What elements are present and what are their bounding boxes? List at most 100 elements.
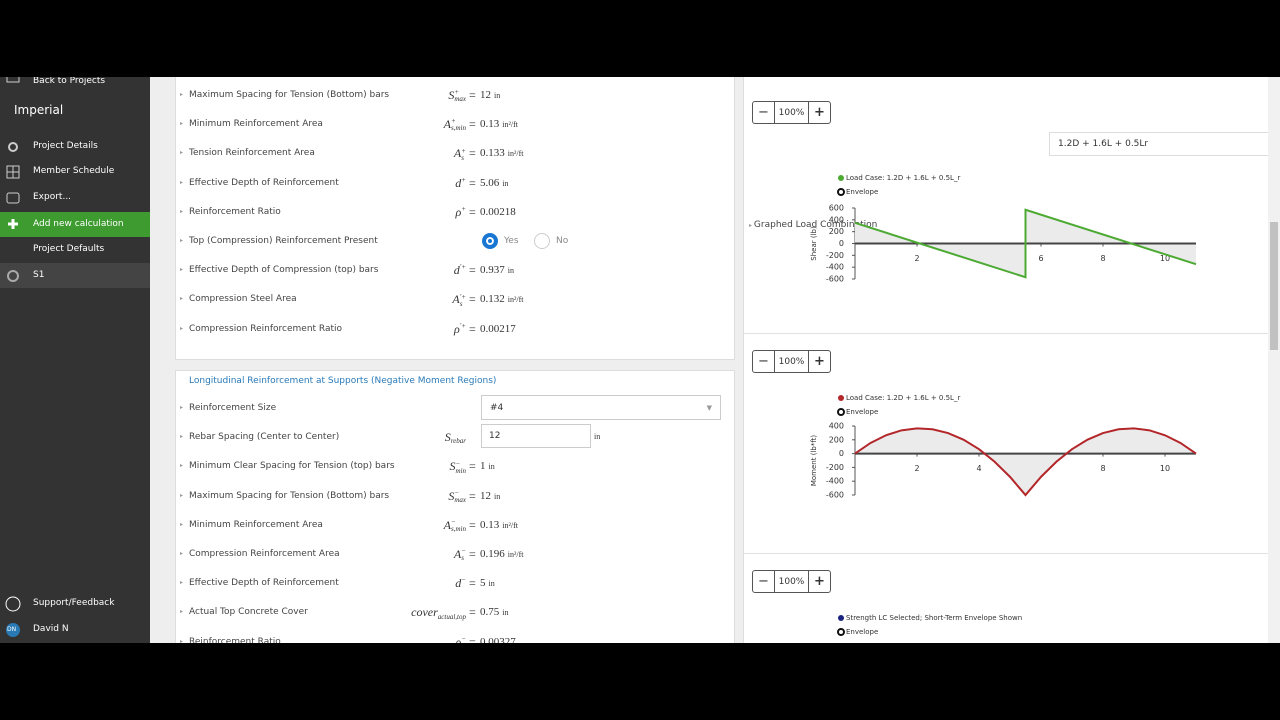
legend-label: Strength LC Selected; Short-Term Envelop… — [846, 614, 1022, 622]
symbol-base: S — [448, 88, 455, 102]
value: 5.06 in — [480, 173, 508, 194]
symbol-scripts: rebar — [451, 431, 466, 445]
form-row: ▸ Minimum Reinforcement Area A + s,min = 0.13 i… — [176, 114, 736, 134]
legend-label: Load Case: 1.2D + 1.6L + 0.5L_r — [846, 394, 960, 402]
scrollbar[interactable] — [1268, 77, 1280, 643]
combo-select[interactable]: 1.2D + 1.6L + 0.5Lr — [1049, 132, 1268, 156]
symbol-base: S — [449, 459, 456, 474]
row-label: Minimum Reinforcement Area — [189, 119, 323, 130]
equals: = — [469, 459, 476, 474]
equals: = — [469, 263, 476, 278]
value-number: 5.06 — [480, 176, 500, 189]
legend-label: Load Case: 1.2D + 1.6L + 0.5L_r — [846, 174, 960, 182]
nav-item[interactable]: Export... — [33, 192, 72, 202]
form-area: ▸ Maximum Spacing for Tension (Bottom) ba… — [150, 77, 743, 643]
value-number: 0.13 — [480, 118, 500, 131]
equals: = — [469, 321, 476, 336]
support-link[interactable]: Support/Feedback — [33, 598, 115, 608]
radio[interactable] — [534, 233, 550, 249]
equals: = — [469, 576, 476, 591]
value-unit: in — [494, 491, 501, 501]
value-unit: in — [502, 178, 509, 188]
value-unit: in²/ft — [507, 295, 524, 305]
symbol-scripts: − — [461, 577, 466, 591]
zoom-in[interactable]: + — [808, 102, 830, 123]
nav-item[interactable]: Add new calculation — [0, 212, 150, 237]
symbol-base: A — [443, 517, 452, 532]
symbol-scripts: + s — [461, 146, 466, 162]
line-series — [854, 427, 1197, 497]
legend-envelope-icon — [837, 188, 845, 196]
symbol-sub: rebar — [450, 437, 466, 446]
scroll-thumb[interactable] — [1270, 222, 1278, 350]
value-number: 5 — [480, 577, 486, 590]
symbol-sup: − — [461, 547, 466, 556]
radio[interactable] — [482, 233, 498, 249]
symbol-scripts: + max — [454, 89, 466, 103]
radio-option[interactable]: No — [534, 231, 568, 251]
caret: ▸ — [180, 266, 184, 274]
member-item[interactable]: S1 — [0, 263, 150, 288]
value: 0.00327 — [480, 632, 516, 643]
y-tick-label: -400 — [826, 477, 844, 486]
symbol-sup: − — [455, 459, 461, 468]
panel-title: Longitudinal Reinforcement at Supports (… — [189, 376, 497, 386]
symbol-sup: + — [461, 146, 466, 155]
combo-label: ▸ Graphed Load Combination — [749, 220, 878, 230]
form-row: ▸ Reinforcement Size #4 ▼ — [176, 395, 736, 420]
zoom-in[interactable]: + — [808, 571, 830, 592]
row-label: Compression Reinforcement Area — [189, 549, 340, 559]
symbol: d − — [455, 573, 466, 593]
form-row: ▸ Top (Compression) Reinforcement Present… — [176, 231, 736, 251]
zoom-out[interactable]: − — [753, 102, 775, 123]
form-row: ▸ Compression Reinforcement Area A − s = 0.196… — [176, 544, 736, 564]
symbol: d ′+ — [454, 260, 466, 280]
symbol-scripts: ′+ — [459, 321, 466, 337]
panel-negative: Longitudinal Reinforcement at Supports (… — [175, 370, 735, 643]
symbol-base: ρ — [453, 321, 460, 336]
user-initials: DN — [7, 626, 17, 633]
nav-item[interactable]: Member Schedule — [33, 166, 115, 176]
symbol-sub: max — [454, 95, 466, 104]
row-label: Effective Depth of Compression (top) bar… — [189, 265, 379, 276]
nav-item[interactable]: Project Defaults — [33, 244, 105, 254]
symbol-sub: min — [455, 466, 467, 475]
symbol-sub — [460, 330, 466, 337]
value-number: 1 — [480, 460, 486, 473]
value-number: 0.00218 — [480, 205, 516, 218]
form-row: ▸ Effective Depth of Reinforcement d + = 5.06… — [176, 173, 736, 193]
symbol: cover actual,top — [411, 602, 466, 622]
back-link[interactable]: Back to Projects — [33, 77, 106, 86]
symbol-base: A — [453, 146, 462, 161]
form-row: ▸ Compression Steel Area A ′+ s = 0.132 in²/ft — [176, 289, 736, 309]
symbol-sub: s — [461, 554, 464, 563]
equals: = — [469, 204, 476, 219]
symbol-base: cover — [411, 605, 438, 620]
symbol-sub: s,min — [451, 124, 466, 133]
symbol-sup: ′+ — [459, 321, 466, 330]
zoom-out[interactable]: − — [753, 571, 775, 592]
symbol-base: A — [452, 292, 460, 307]
row-label: Minimum Clear Spacing for Tension (top) … — [189, 461, 395, 472]
radio-label: Yes — [504, 236, 519, 246]
zoom-in[interactable]: + — [808, 351, 830, 372]
symbol: S + max — [448, 85, 466, 105]
form-row: ▸ Minimum Clear Spacing for Tension (top)… — [176, 456, 736, 476]
symbol-sup: + — [451, 117, 456, 126]
text-input[interactable]: 12 — [481, 424, 591, 449]
nav-item[interactable]: Project Details — [33, 141, 98, 151]
legend-envelope-icon — [837, 628, 845, 636]
symbol-sub: s,min — [451, 525, 466, 534]
y-tick-label: 200 — [829, 227, 844, 236]
zoom-out[interactable]: − — [753, 351, 775, 372]
value-number: 0.937 — [480, 264, 505, 277]
x-tick-label: 8 — [1100, 464, 1105, 473]
sidebar: Back to Projects Imperial Project Detail… — [0, 77, 150, 643]
radio-option[interactable]: Yes — [482, 231, 519, 251]
value: 0.196 in²/ft — [480, 544, 523, 565]
x-tick-label: 10 — [1160, 464, 1170, 473]
legend-envelope: Envelope — [846, 408, 878, 416]
select-box[interactable]: #4 ▼ — [481, 395, 721, 420]
symbol-base: d — [455, 576, 462, 591]
